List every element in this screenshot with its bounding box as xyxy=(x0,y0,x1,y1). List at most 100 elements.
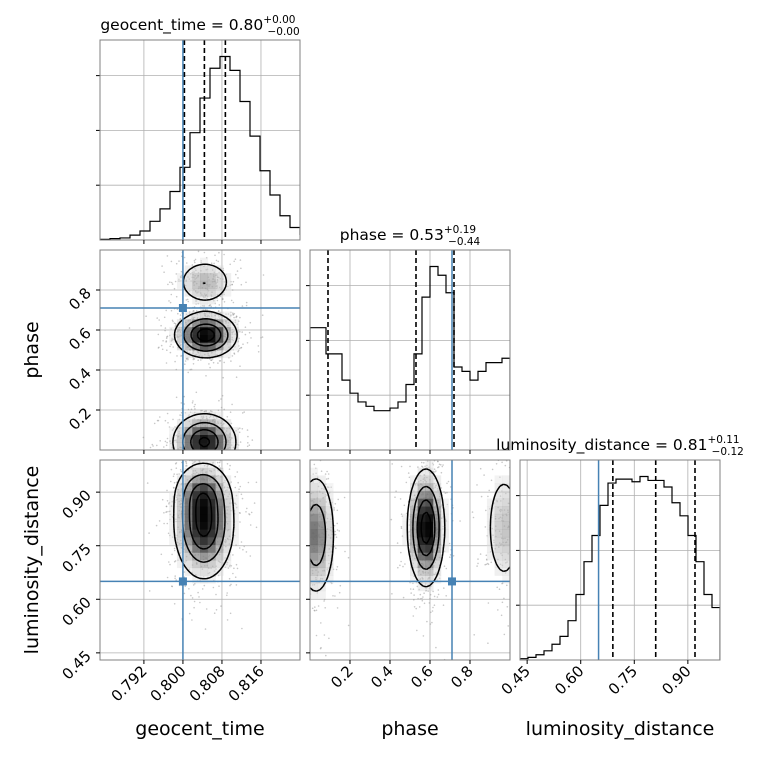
sample-point xyxy=(193,606,195,609)
density-cell xyxy=(200,273,209,282)
sample-point xyxy=(200,455,202,457)
sample-point xyxy=(226,563,228,566)
density-cell xyxy=(223,483,232,492)
sample-point xyxy=(164,451,166,453)
sample-point xyxy=(515,576,517,578)
density-cell xyxy=(410,475,419,484)
sample-point xyxy=(295,563,297,565)
sample-point xyxy=(325,654,327,657)
sample-point xyxy=(171,319,174,322)
sample-point xyxy=(180,355,183,357)
xaxis-label-geocent_time: geocent_time xyxy=(135,718,264,740)
density-cell xyxy=(176,552,185,561)
sample-point xyxy=(427,458,429,460)
density-cell xyxy=(310,467,319,476)
density-cell xyxy=(433,498,442,507)
density-cell xyxy=(502,483,510,492)
sample-point xyxy=(180,411,183,414)
density-cell xyxy=(176,273,185,282)
sample-point xyxy=(235,446,238,449)
sample-point xyxy=(232,313,235,316)
sample-point xyxy=(168,501,171,504)
sample-point xyxy=(174,280,177,283)
density-cell xyxy=(325,498,334,507)
sample-point xyxy=(241,305,244,307)
contour-level-2 xyxy=(310,485,440,571)
sample-point xyxy=(421,599,424,602)
sample-point xyxy=(262,274,265,276)
density-cell xyxy=(200,475,209,484)
sample-point xyxy=(491,468,494,471)
sample-point xyxy=(177,312,179,315)
sample-point xyxy=(239,512,241,514)
xtick-label-luminosity_distance: 0.45 xyxy=(498,662,534,698)
sample-point xyxy=(234,475,236,478)
sample-point xyxy=(433,604,436,606)
density-cell xyxy=(200,483,209,492)
sample-point xyxy=(335,547,337,549)
sample-point xyxy=(198,458,200,460)
density-cell xyxy=(184,419,193,428)
sample-point xyxy=(493,541,495,544)
sample-point xyxy=(218,399,220,402)
sample-point xyxy=(217,260,219,263)
density-cell xyxy=(200,567,209,576)
density-cell xyxy=(207,296,216,305)
sample-point xyxy=(169,334,171,337)
sample-point xyxy=(193,454,195,456)
sample-point xyxy=(166,457,168,459)
xtick-label-phase: 0.2 xyxy=(327,662,357,692)
sample-point xyxy=(208,305,210,307)
sample-point xyxy=(303,512,305,514)
density-cell xyxy=(223,506,232,515)
density-cell xyxy=(425,490,434,499)
sample-point xyxy=(218,251,220,254)
density-cell xyxy=(410,552,419,561)
sample-point xyxy=(432,590,434,593)
density-cell xyxy=(230,434,239,443)
sample-point xyxy=(238,347,241,350)
sample-point xyxy=(229,564,231,567)
sample-point xyxy=(241,428,244,430)
density-cell xyxy=(176,434,185,443)
sample-point xyxy=(212,361,215,364)
sample-point xyxy=(400,527,403,529)
sample-point xyxy=(473,634,476,636)
sample-point xyxy=(157,419,160,422)
sample-point xyxy=(179,461,181,463)
sample-point xyxy=(421,466,424,468)
density-cell xyxy=(215,342,224,351)
xtick-label-phase: 0.6 xyxy=(407,662,437,692)
sample-point xyxy=(307,487,309,489)
sample-point xyxy=(437,589,440,591)
sample-point xyxy=(199,458,201,460)
sample-point xyxy=(293,486,295,488)
sample-point xyxy=(237,277,239,279)
sample-point xyxy=(511,490,513,492)
sample-point xyxy=(174,454,176,456)
density-cell xyxy=(207,567,216,576)
sample-point xyxy=(199,244,201,246)
sample-point xyxy=(399,498,402,500)
sample-point xyxy=(237,444,240,446)
sample-point xyxy=(231,403,233,406)
sample-point xyxy=(433,457,435,459)
sample-point xyxy=(312,413,314,415)
sample-point xyxy=(306,550,308,552)
density-cell xyxy=(192,280,201,289)
density-cell xyxy=(176,544,185,553)
sample-point xyxy=(166,510,168,513)
sample-point xyxy=(304,622,306,624)
sample-point xyxy=(172,486,175,489)
sample-point xyxy=(230,422,233,425)
sample-point xyxy=(432,470,435,473)
sample-point xyxy=(239,259,242,261)
sample-point xyxy=(214,455,216,457)
density-cell xyxy=(223,536,232,545)
sample-point xyxy=(249,321,252,324)
sample-point xyxy=(412,615,415,617)
contour-level-3 xyxy=(188,482,219,550)
sample-point xyxy=(302,578,304,580)
sample-point xyxy=(301,581,303,583)
sample-point xyxy=(221,394,224,397)
